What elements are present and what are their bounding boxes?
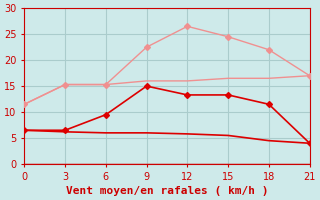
X-axis label: Vent moyen/en rafales ( km/h ): Vent moyen/en rafales ( km/h ) — [66, 186, 268, 196]
